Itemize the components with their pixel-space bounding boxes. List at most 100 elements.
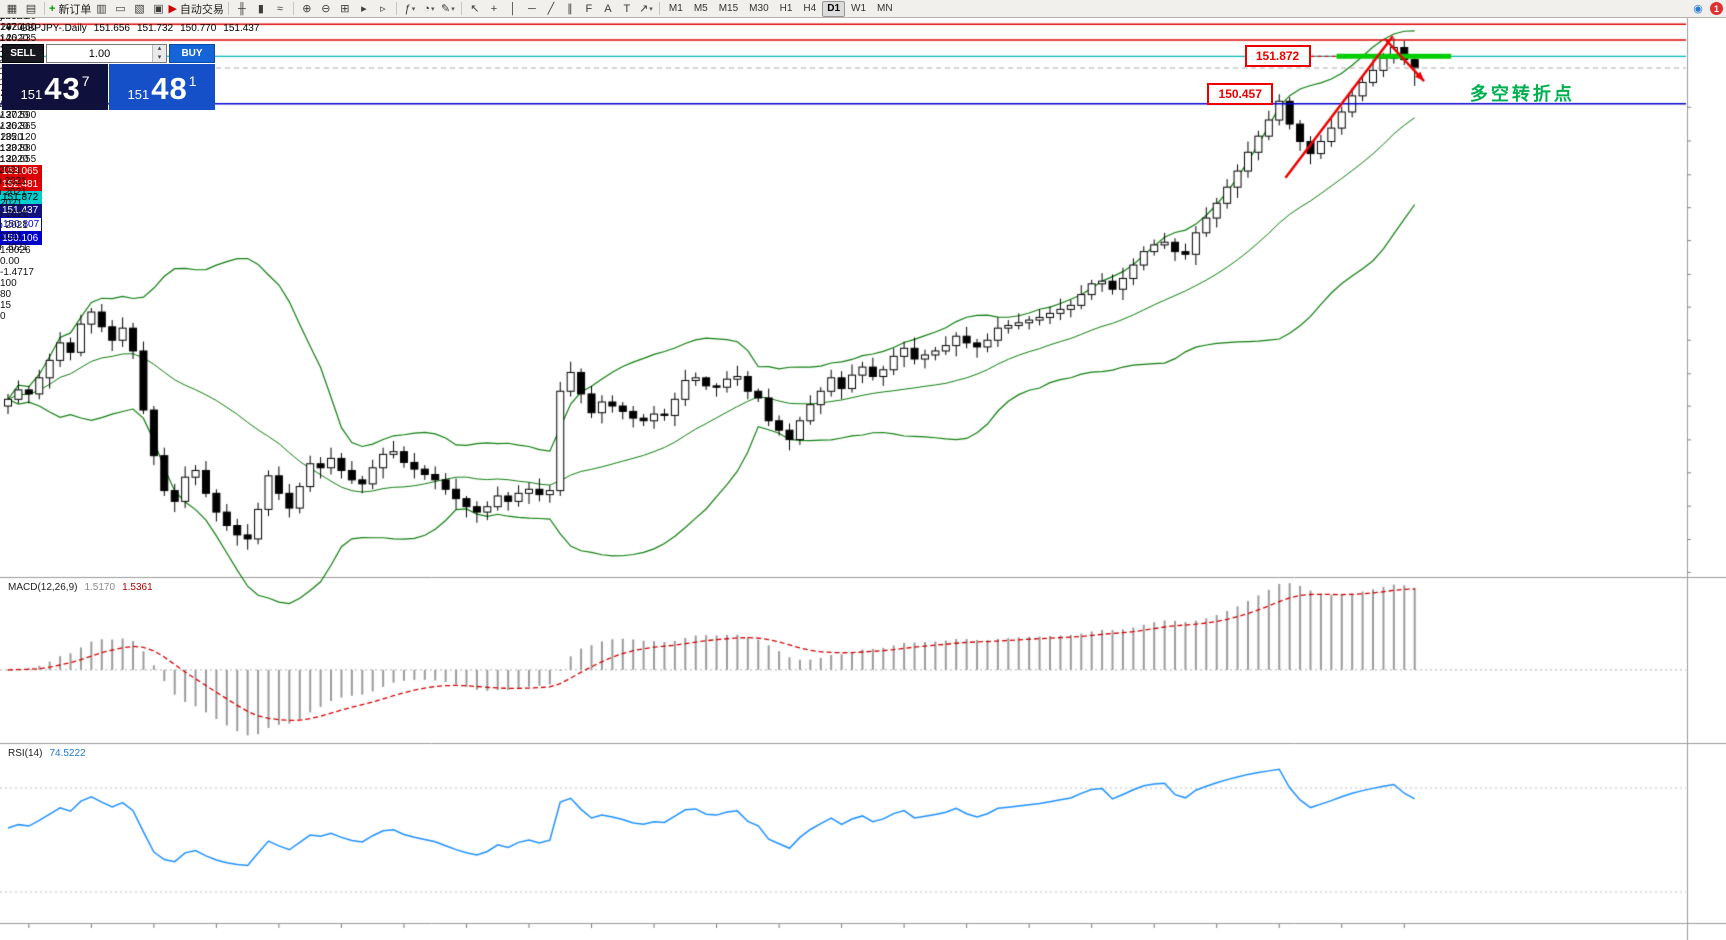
price-badge: 150.106 [0, 232, 43, 245]
volume-increase-icon[interactable]: ▴ [153, 45, 166, 54]
rsi-value: 74.5222 [49, 748, 86, 759]
toolbar-separator [658, 2, 660, 15]
date-label: 18 Jan 2021 [0, 176, 27, 187]
swing-high-price-flag[interactable]: 150.457 [1207, 83, 1274, 106]
timeframe-m15[interactable]: M15 [718, 3, 739, 14]
trendline-icon[interactable]: ╱ [547, 3, 555, 15]
auto-scroll-icon[interactable]: ▸ [361, 3, 367, 15]
collapse-icon[interactable]: ▼ [5, 24, 13, 33]
line-chart-icon[interactable]: ≈ [276, 2, 283, 15]
zoom-out-icon[interactable]: ⊖ [321, 3, 331, 15]
timeframe-d1[interactable]: D1 [822, 0, 846, 17]
macd-axis-label: 1.8026 [0, 245, 31, 256]
volume-input[interactable] [47, 45, 152, 62]
profile-icon[interactable]: ▤ [25, 3, 37, 15]
market-watch-icon[interactable]: ▥ [96, 3, 107, 15]
symbol-header: ▼ GBPJPY-.Daily 151.656 151.732 150.770 … [5, 23, 259, 34]
channel-icon[interactable]: ∥ [567, 3, 573, 15]
notifications-icon[interactable]: 1 [1710, 2, 1723, 15]
candlestick-chart-icon[interactable]: ▮ [257, 3, 264, 15]
horizontal-line-icon[interactable]: ─ [528, 2, 536, 15]
rsi-name: RSI(14) [8, 748, 43, 759]
terminal-icon[interactable]: ▣ [153, 3, 164, 15]
close-value: 151.437 [223, 23, 260, 34]
arrows-icon[interactable]: ↗ ▾ [639, 3, 653, 15]
date-label: 9 Dec 2020 [0, 132, 23, 143]
timeframe-m5[interactable]: M5 [693, 3, 708, 14]
price-badge: 151.872 [0, 191, 43, 204]
timeframe-h4[interactable]: H4 [803, 3, 817, 14]
rsi-axis-label: 100 [0, 278, 17, 289]
text-icon[interactable]: A [604, 2, 612, 15]
bid-big-digits: 43 [44, 71, 81, 106]
price-badge: 152.481 [0, 178, 43, 191]
macd-main-value: 1.5170 [84, 582, 116, 593]
high-value: 151.732 [136, 23, 174, 34]
periods-icon[interactable]: ◔ ▾ [423, 2, 435, 15]
timeframe-m30[interactable]: M30 [749, 3, 769, 14]
sell-button[interactable]: SELL [2, 44, 44, 63]
volume-spinner: ▴ ▾ [152, 45, 166, 62]
price-badge: 151.437 [0, 204, 43, 217]
date-label: 18 Dec 2020 [0, 143, 29, 154]
tile-windows-icon[interactable]: ⊞ [340, 3, 350, 15]
indicators-icon[interactable]: ƒ ▾ [404, 2, 416, 15]
macd-axis-label: 0.00 [0, 256, 20, 267]
vertical-line-icon[interactable]: │ [509, 2, 517, 15]
chart-window-icon[interactable]: ▦ [6, 3, 18, 15]
date-label: 8 Jan 2021 [0, 165, 22, 176]
bar-chart-icon[interactable]: ╫ [238, 2, 246, 15]
date-label: 15 Mar 2021 [0, 242, 28, 253]
toolbar-separator [227, 2, 229, 15]
price-tick-label: 132.655 [0, 154, 37, 165]
volume-field: ▴▾ [46, 44, 167, 63]
label-icon[interactable]: T [623, 2, 631, 15]
bid-pipette: 7 [81, 73, 90, 89]
resistance-price-flag[interactable]: 151.872 [1244, 45, 1311, 68]
open-value: 151.656 [93, 23, 130, 34]
zoom-in-icon[interactable]: ⊕ [302, 3, 312, 15]
toolbar: ▦ ▤ + 新订单 ▥ ▭ ▧ ▣ ▶ 自动交易 ╫ ▮ ≈ ⊕ ⊖ ⊞ ▸ ▹ ƒ ▾ ◔ ▾ ✎ ▾ ↖ + │ ─ ╱ ∥ F A T ↗ ▾… [0, 0, 1726, 18]
timeframe-w1[interactable]: W1 [851, 3, 867, 14]
buy-button[interactable]: BUY [169, 44, 215, 63]
new-order-button[interactable]: + 新订单 [49, 2, 92, 16]
price-tick-label: 147.460 [0, 22, 37, 33]
timeframe-mn[interactable]: MN [877, 3, 893, 14]
macd-indicator-label: MACD(12,26,9) 1.5170 1.5361 [8, 582, 153, 593]
cursor-icon[interactable]: ↖ [470, 3, 480, 15]
bid-price-panel[interactable]: 151 43 7 [2, 64, 108, 110]
price-tick-label: 146.235 [0, 33, 37, 44]
price-tick-label: 137.590 [0, 110, 37, 121]
navigator-icon[interactable]: ▧ [134, 3, 145, 15]
chart-shift-icon[interactable]: ▹ [380, 3, 386, 15]
community-icon[interactable]: ◉ [1693, 3, 1703, 15]
timeframe-h1[interactable]: H1 [779, 3, 793, 14]
fibonacci-icon[interactable]: F [585, 2, 593, 15]
date-label: 5 Feb 2021 [0, 198, 23, 209]
ask-price-panel[interactable]: 151 48 1 [109, 64, 215, 110]
templates-icon[interactable]: ✎ ▾ [441, 3, 455, 15]
date-label: 5 Mar 2021 [0, 231, 23, 242]
ask-pipette: 1 [188, 73, 197, 89]
price-badge: 153.065 [0, 165, 43, 178]
date-label: 29 Dec 2020 [0, 154, 29, 165]
date-label: 27 Jan 2021 [0, 187, 27, 198]
rsi-axis-label: 80 [0, 289, 12, 300]
turning-point-annotation[interactable]: 多空转折点 [1469, 83, 1575, 104]
date-label: 15 Feb 2021 [0, 209, 28, 220]
volume-decrease-icon[interactable]: ▾ [153, 53, 166, 62]
timeframe-m1[interactable]: M1 [668, 3, 683, 14]
rsi-indicator-label: RSI(14) 74.5222 [8, 748, 86, 759]
price-tick-label: 133.880 [0, 143, 37, 154]
date-label: 7 Sep 2020 [0, 22, 23, 33]
ask-big-digits: 48 [151, 71, 188, 106]
crosshair-icon[interactable]: + [490, 2, 498, 15]
macd-signal-value: 1.5361 [122, 582, 153, 593]
low-value: 150.770 [180, 23, 217, 34]
auto-trading-button[interactable]: ▶ 自动交易 [168, 3, 224, 16]
data-window-icon[interactable]: ▭ [115, 3, 126, 15]
